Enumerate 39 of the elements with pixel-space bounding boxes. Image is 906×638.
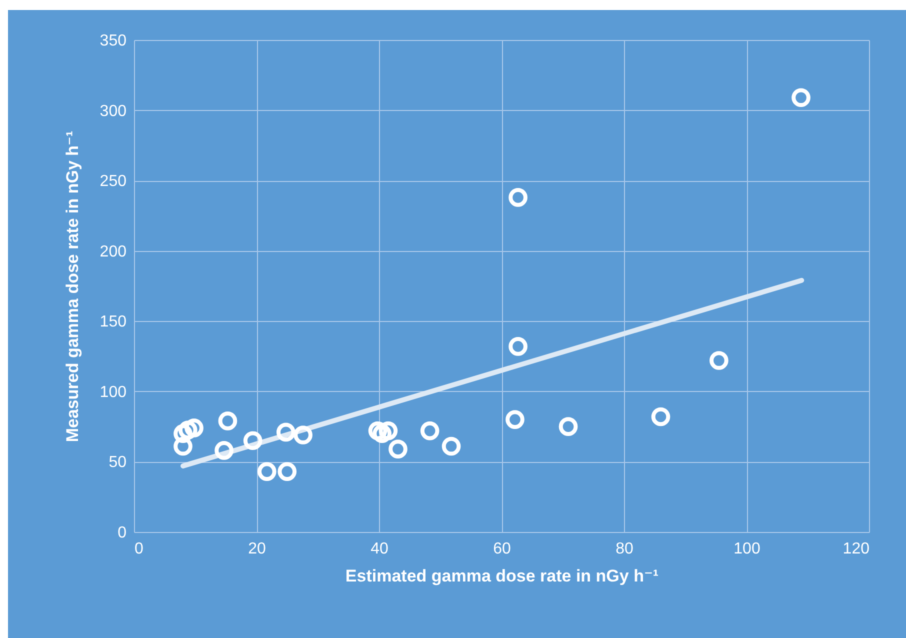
point [792, 88, 810, 108]
y-tick-label: 0 [118, 524, 127, 542]
point [174, 436, 192, 456]
point [378, 421, 398, 440]
y-axis-title: Measured gamma dose rate in nGy h⁻¹ [62, 130, 82, 442]
point [218, 412, 238, 430]
point [178, 420, 198, 440]
x-tick-label: 0 [134, 540, 144, 558]
point [506, 410, 524, 429]
point [710, 351, 728, 370]
y-tick-label: 150 [100, 314, 127, 331]
x-tick-label: 100 [734, 540, 760, 558]
point [508, 337, 528, 356]
point [214, 441, 234, 460]
y-tick-label: 50 [108, 454, 127, 472]
point [558, 417, 578, 436]
y-tick-label: 250 [100, 173, 127, 190]
x-tick-label: 40 [370, 540, 388, 558]
point [442, 436, 461, 456]
point [278, 462, 297, 481]
point [368, 421, 388, 440]
y-tick-label: 200 [100, 243, 127, 260]
x-tick-label: 120 [842, 540, 870, 558]
point [508, 188, 528, 207]
y-tick-label: 350 [100, 32, 127, 50]
x-axis-title: Estimated gamma dose rate in nGy h⁻¹ [345, 566, 659, 586]
x-tick-label: 20 [248, 540, 266, 558]
point [388, 440, 408, 458]
y-tick-label: 300 [100, 102, 127, 120]
point [651, 407, 670, 426]
x-tick-label: 80 [616, 540, 634, 558]
point [420, 421, 440, 440]
point [243, 431, 262, 450]
x-tick-label: 60 [493, 540, 511, 558]
point [257, 462, 276, 481]
y-tick-label: 100 [100, 384, 127, 401]
point [184, 418, 204, 438]
point [276, 422, 296, 442]
point [294, 426, 312, 444]
